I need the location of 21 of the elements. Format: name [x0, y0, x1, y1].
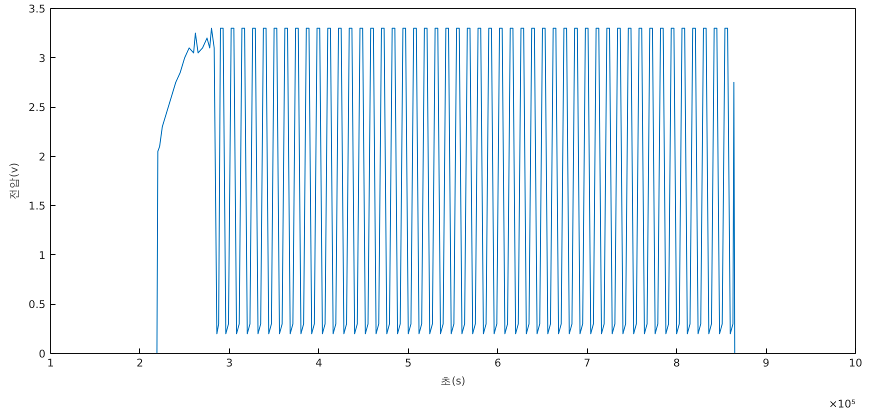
x-tick-label: 2	[136, 356, 144, 370]
x-tick-label: 4	[315, 356, 322, 370]
y-axis-title: 전압(v)	[8, 162, 21, 200]
x-tick-label: 1	[47, 356, 54, 370]
x-tick-label: 9	[762, 356, 770, 370]
x-tick-label: 7	[584, 356, 591, 370]
y-tick-label: 1.5	[28, 200, 46, 213]
y-tick-label: 1	[38, 248, 46, 262]
x-tick-label: 3	[226, 356, 233, 370]
x-tick-label: 5	[404, 356, 412, 370]
y-tick-label: 2.5	[28, 101, 46, 114]
y-tick-label: 2	[38, 150, 46, 164]
x-axis-title: 초(s)	[440, 374, 466, 388]
x-tick-label: 8	[673, 356, 680, 370]
y-tick-label: 3.5	[28, 2, 46, 16]
x-tick-label: 6	[494, 356, 502, 370]
x-tick-label: 10	[848, 356, 862, 370]
y-tick-label: 0.5	[28, 298, 46, 312]
text: ×10⁵	[828, 398, 856, 410]
y-tick-label: 3	[38, 52, 46, 65]
y-tick-label: 0	[38, 348, 46, 360]
